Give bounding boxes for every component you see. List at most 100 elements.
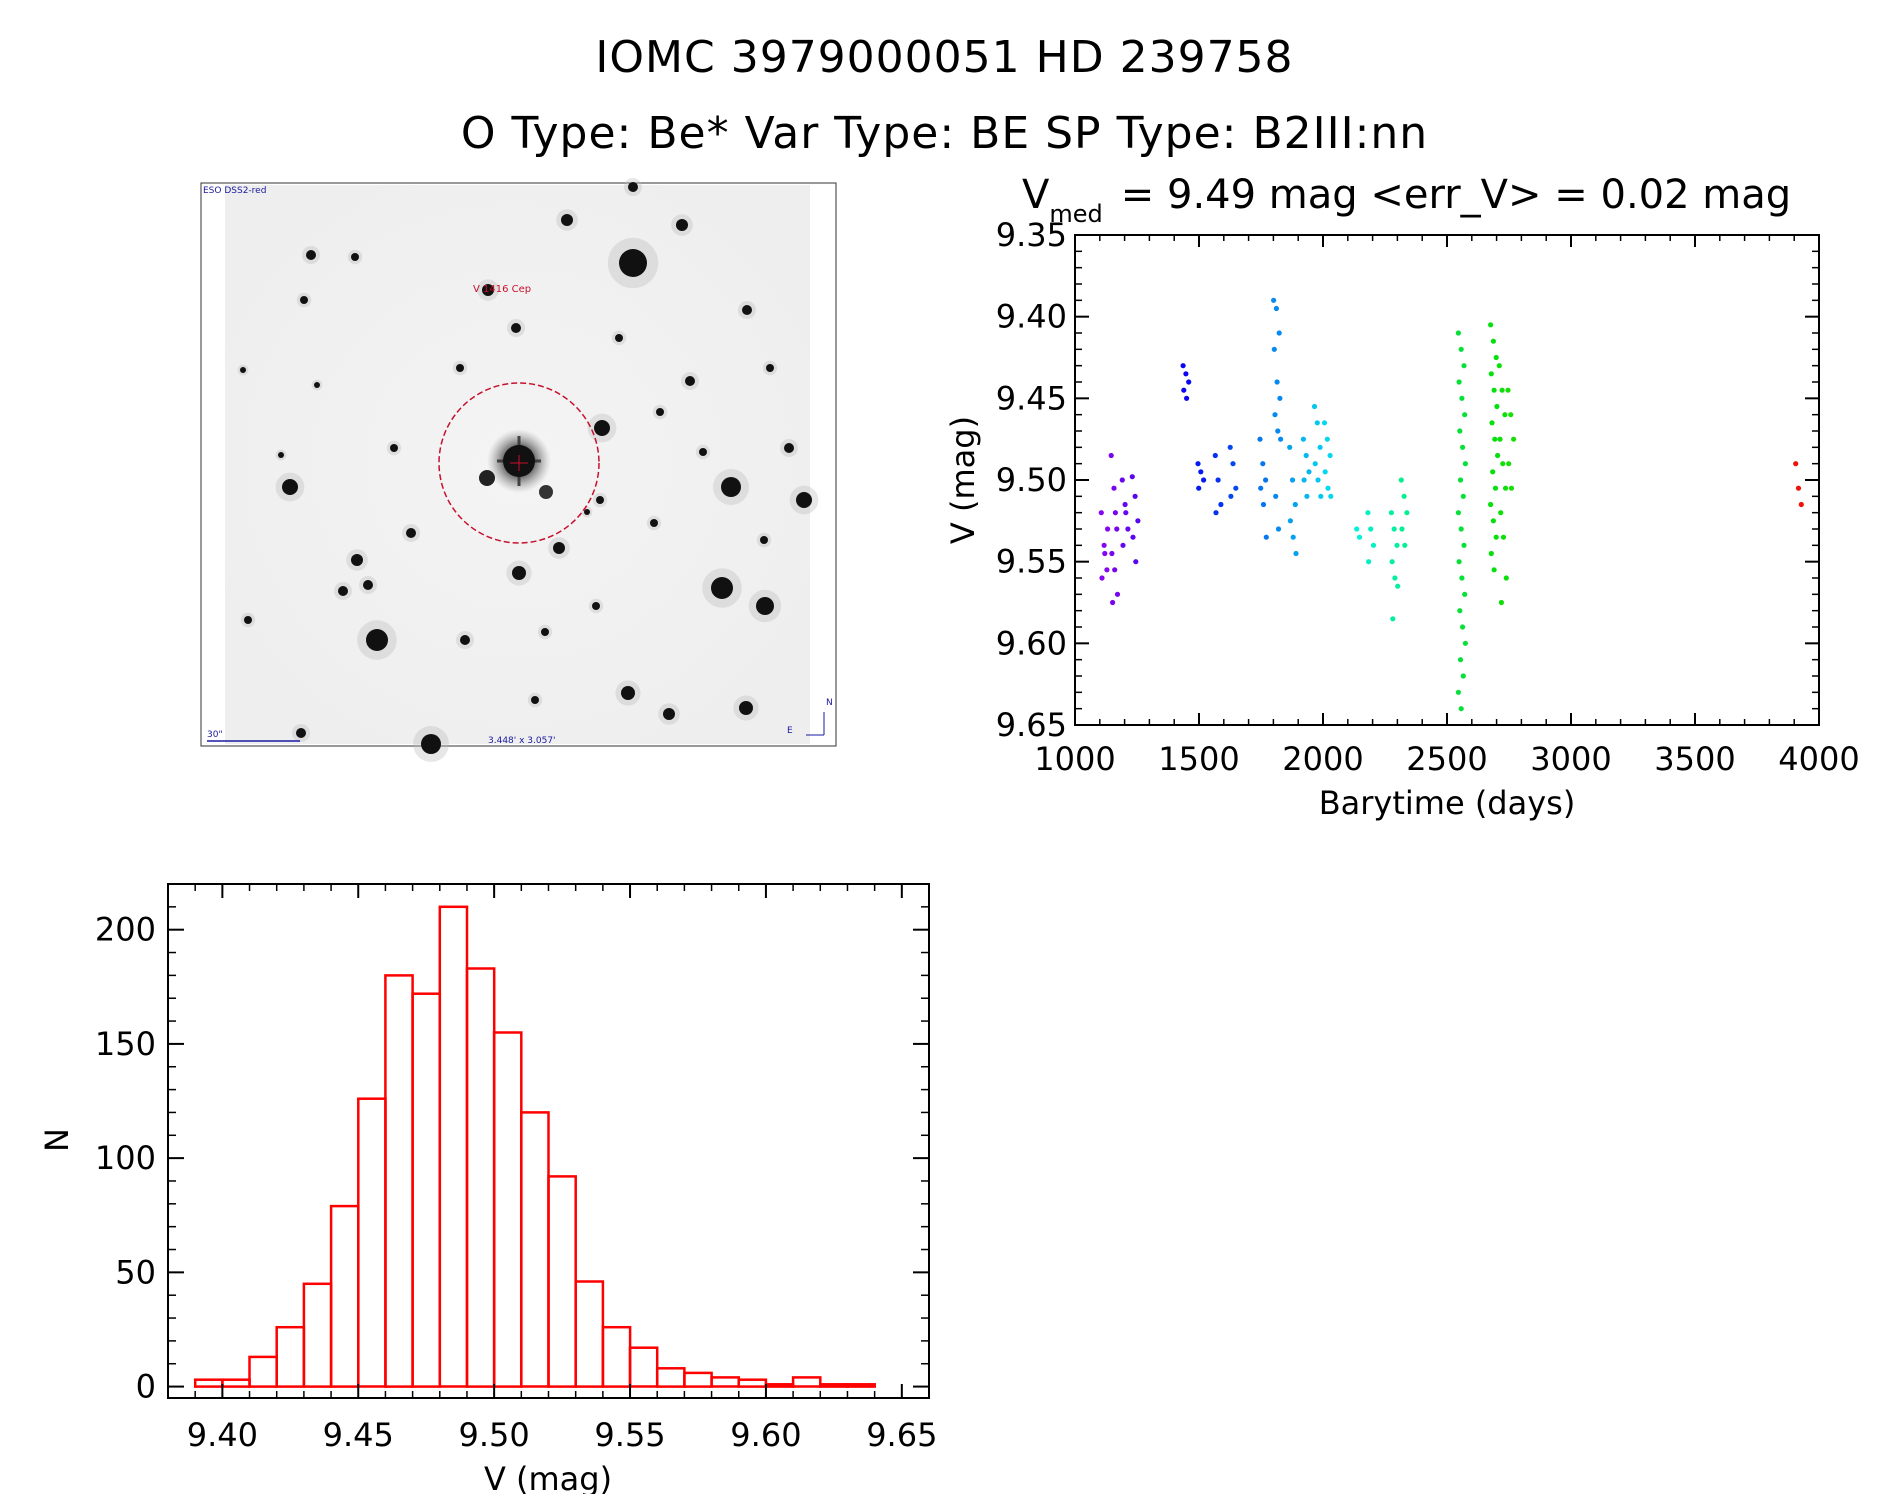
data-point: [1109, 550, 1115, 557]
star: [282, 479, 298, 495]
histogram-bar: [574, 1280, 605, 1388]
star-field: [237, 178, 819, 762]
y-tick-label: 200: [95, 911, 156, 949]
data-point: [1181, 387, 1187, 393]
data-point: [1505, 387, 1511, 393]
star: [619, 249, 647, 277]
star: [363, 580, 373, 590]
data-point: [1123, 510, 1129, 516]
data-point: [1317, 444, 1323, 450]
data-point: [1795, 485, 1802, 491]
data-point: [1389, 559, 1395, 565]
data-point: [1497, 436, 1503, 442]
star: [306, 250, 316, 260]
y-tick-label: 9.35: [996, 216, 1067, 254]
data-point: [1260, 501, 1267, 508]
data-point: [1499, 387, 1505, 393]
histogram-bar: [547, 1175, 577, 1388]
survey-label: ESO DSS2-red: [203, 186, 266, 196]
data-point: [1215, 477, 1221, 483]
x-tick-label: 9.45: [323, 1416, 394, 1454]
data-point: [1318, 493, 1324, 499]
data-point: [1458, 706, 1464, 712]
data-point: [1120, 542, 1126, 548]
data-point: [1370, 542, 1377, 548]
data-point: [1112, 510, 1118, 516]
data-point: [1488, 550, 1494, 557]
x-tick-label: 4000: [1778, 740, 1859, 778]
data-point: [1186, 379, 1192, 385]
data-point: [1201, 477, 1207, 483]
data-point: [1263, 477, 1269, 483]
data-point: [1460, 673, 1466, 679]
x-tick-label: 9.55: [594, 1416, 665, 1454]
data-point: [1287, 518, 1293, 524]
data-point: [1228, 493, 1234, 499]
data-point: [1460, 444, 1466, 450]
data-point: [1101, 542, 1107, 548]
data-point: [1233, 485, 1239, 491]
data-point: [1506, 461, 1512, 467]
data-point: [1314, 420, 1320, 426]
data-point: [1271, 346, 1277, 352]
histogram-bar: [846, 1383, 876, 1388]
data-point: [1459, 395, 1465, 401]
data-point: [1102, 550, 1108, 557]
data-point: [1311, 403, 1318, 410]
y-tick-label: 9.60: [996, 624, 1067, 662]
star: [296, 728, 306, 738]
star: [760, 536, 768, 544]
data-point: [1490, 338, 1496, 344]
y-tick-label: 9.45: [996, 379, 1067, 417]
data-point: [1462, 412, 1468, 418]
star: [511, 323, 521, 333]
data-point: [1461, 542, 1467, 548]
data-point: [1183, 371, 1189, 377]
data-point: [1312, 461, 1318, 467]
data-point: [1257, 436, 1263, 442]
histogram-bar: [329, 1204, 360, 1388]
y-tick-label: 0: [136, 1368, 156, 1406]
x-axis-label: Barytime (days): [1319, 784, 1576, 822]
star: [421, 734, 441, 754]
data-point: [1498, 599, 1504, 606]
data-point: [1457, 428, 1463, 434]
star: [240, 367, 246, 373]
plot-frame: [1074, 234, 1820, 726]
x-tick-label: 2500: [1406, 740, 1487, 778]
data-point: [1105, 526, 1111, 532]
data-point: [1324, 436, 1330, 442]
data-point: [1365, 510, 1371, 516]
histogram-chart: 9.40 9.45 9.50 9.55 9.60 9.65 0 50 100 150 200 V (…: [38, 883, 937, 1494]
star: [244, 616, 252, 624]
histogram-bar: [465, 967, 496, 1388]
star: [594, 420, 610, 436]
data-point: [1489, 420, 1495, 426]
star: [656, 408, 664, 416]
data-point: [1325, 485, 1331, 491]
histogram-bar: [791, 1376, 822, 1388]
histogram-bar: [384, 974, 414, 1388]
data-point: [1404, 510, 1410, 516]
chart-title: Vmed = 9.49 mag <err_V> = 0.02 mag: [1022, 172, 1791, 228]
data-point: [1492, 436, 1498, 442]
data-point: [1304, 493, 1310, 499]
data-point: [1395, 583, 1401, 589]
star: [278, 452, 284, 458]
data-point: [1129, 474, 1135, 480]
data-point: [1391, 526, 1397, 532]
data-point: [1460, 493, 1466, 499]
star: [756, 597, 774, 615]
data-point: [1273, 493, 1279, 499]
star: [531, 696, 539, 704]
data-point: [1327, 452, 1333, 459]
data-point: [1110, 599, 1116, 606]
data-point: [1275, 428, 1281, 434]
data-point: [1456, 379, 1462, 385]
x-tick-label: 9.40: [187, 1416, 258, 1454]
star: [721, 477, 741, 497]
data-point: [1328, 493, 1334, 499]
data-point: [1098, 510, 1104, 516]
histogram-bar: [655, 1367, 686, 1388]
star: [366, 629, 388, 651]
